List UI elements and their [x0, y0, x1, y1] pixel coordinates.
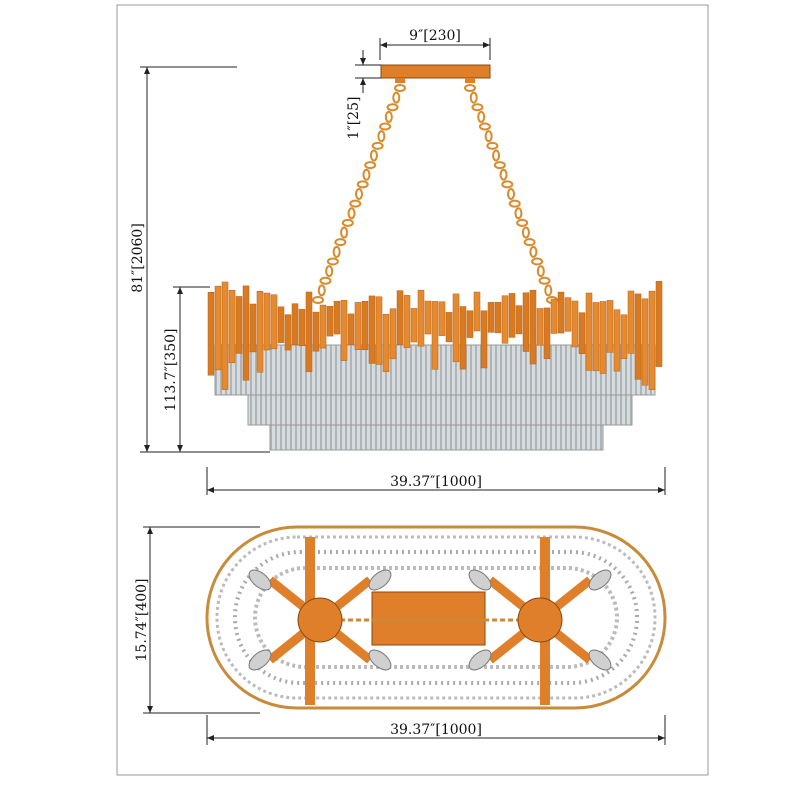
- frame: [116, 4, 709, 776]
- dimension-label: 113.7″[350]: [163, 329, 179, 412]
- dimension-label: 39.37″[1000]: [390, 474, 482, 490]
- dimensions: [143, 526, 666, 745]
- dimension-label: 39.37″[1000]: [390, 722, 482, 738]
- dimension-label: 81″[2060]: [130, 223, 146, 293]
- dimension-label: 9″[230]: [409, 28, 461, 44]
- top-view: [205, 525, 667, 710]
- dimension-label: 15.74″[400]: [134, 579, 150, 662]
- dimensions: [140, 38, 666, 495]
- orange-bars: [207, 281, 663, 390]
- chains: [312, 84, 558, 304]
- canopy: [380, 64, 491, 83]
- dimension-label: 1″[25]: [346, 97, 362, 140]
